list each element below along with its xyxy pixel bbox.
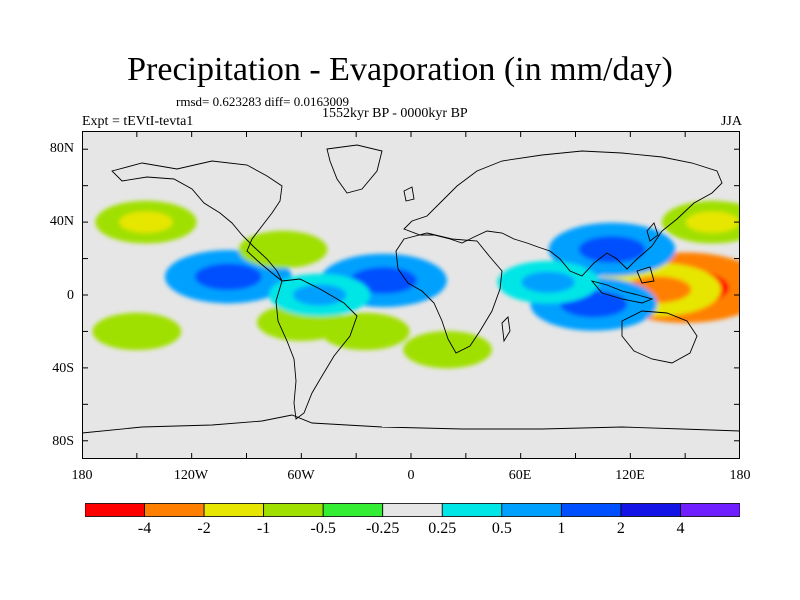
contour-core-12 bbox=[424, 340, 471, 359]
colorbar-swatch-7 bbox=[501, 503, 562, 517]
lon-label-120e: 120E bbox=[615, 468, 645, 483]
colorbar-swatch-5 bbox=[382, 503, 443, 517]
pe-contours bbox=[92, 200, 740, 369]
colorbar-label-3: -0.5 bbox=[310, 520, 336, 537]
lon-label-180w: 180 bbox=[71, 468, 93, 483]
colorbar-swatch-3 bbox=[263, 503, 324, 517]
contour-core-7 bbox=[119, 211, 173, 233]
contour-core-5 bbox=[350, 267, 417, 294]
colorbar-label-4: -0.25 bbox=[366, 520, 400, 537]
colorbar-swatch-2 bbox=[203, 503, 265, 517]
colorbar bbox=[85, 503, 740, 517]
colorbar-swatch-10 bbox=[680, 503, 740, 517]
season-label: JJA bbox=[720, 114, 742, 129]
stats-text: rmsd= 0.623283 diff= 0.0163009 bbox=[176, 94, 349, 109]
plot-title: Precipitation - Evaporation (in mm/day) bbox=[127, 51, 673, 88]
colorbar-swatch-0 bbox=[85, 503, 145, 517]
colorbar-label-1: -2 bbox=[197, 520, 211, 537]
colorbar-label-0: -4 bbox=[137, 520, 152, 537]
lon-label-180e: 180 bbox=[729, 468, 751, 483]
lat-label-eq: 0 bbox=[67, 288, 74, 303]
colorbar-swatch-4 bbox=[322, 503, 384, 517]
contour-core-10 bbox=[278, 313, 325, 332]
lon-label-60e: 60E bbox=[508, 468, 532, 483]
colorbar-swatch-8 bbox=[560, 503, 622, 517]
contour-core-11 bbox=[113, 322, 161, 341]
contour-core-8 bbox=[685, 211, 740, 233]
period-label: 1552kyr BP - 0000kyr BP bbox=[322, 106, 468, 121]
lon-label-60w: 60W bbox=[287, 468, 315, 483]
colorbar-swatch-6 bbox=[441, 503, 503, 517]
lat-label-80n: 80N bbox=[49, 141, 74, 156]
colorbar-label-2: -1 bbox=[256, 520, 271, 537]
colorbar-label-8: 2 bbox=[616, 520, 625, 537]
contour-core-14 bbox=[292, 284, 347, 306]
colorbar-swatch-1 bbox=[144, 503, 205, 517]
contour-core-6 bbox=[194, 263, 262, 291]
contour-core-4 bbox=[521, 271, 575, 293]
colorbar-swatch-9 bbox=[620, 503, 681, 517]
colorbar-label-6: 0.5 bbox=[491, 520, 512, 537]
colorbar-label-7: 1 bbox=[557, 520, 566, 537]
colorbar-label-5: 0.25 bbox=[428, 520, 457, 537]
lon-label-0: 0 bbox=[407, 468, 415, 483]
lon-label-120w: 120W bbox=[173, 468, 209, 483]
colorbar-label-9: 4 bbox=[676, 520, 685, 537]
contour-core-9 bbox=[259, 240, 307, 259]
experiment-label: Expt = tEVtI-tevta1 bbox=[82, 114, 194, 129]
map-plot bbox=[82, 131, 740, 459]
contour-core-2 bbox=[578, 236, 646, 263]
coastlines bbox=[82, 144, 740, 434]
lat-label-40s: 40S bbox=[52, 361, 74, 376]
lat-label-40n: 40N bbox=[49, 214, 74, 229]
lat-label-80s: 80S bbox=[52, 434, 74, 449]
axis-ticks bbox=[82, 131, 740, 459]
